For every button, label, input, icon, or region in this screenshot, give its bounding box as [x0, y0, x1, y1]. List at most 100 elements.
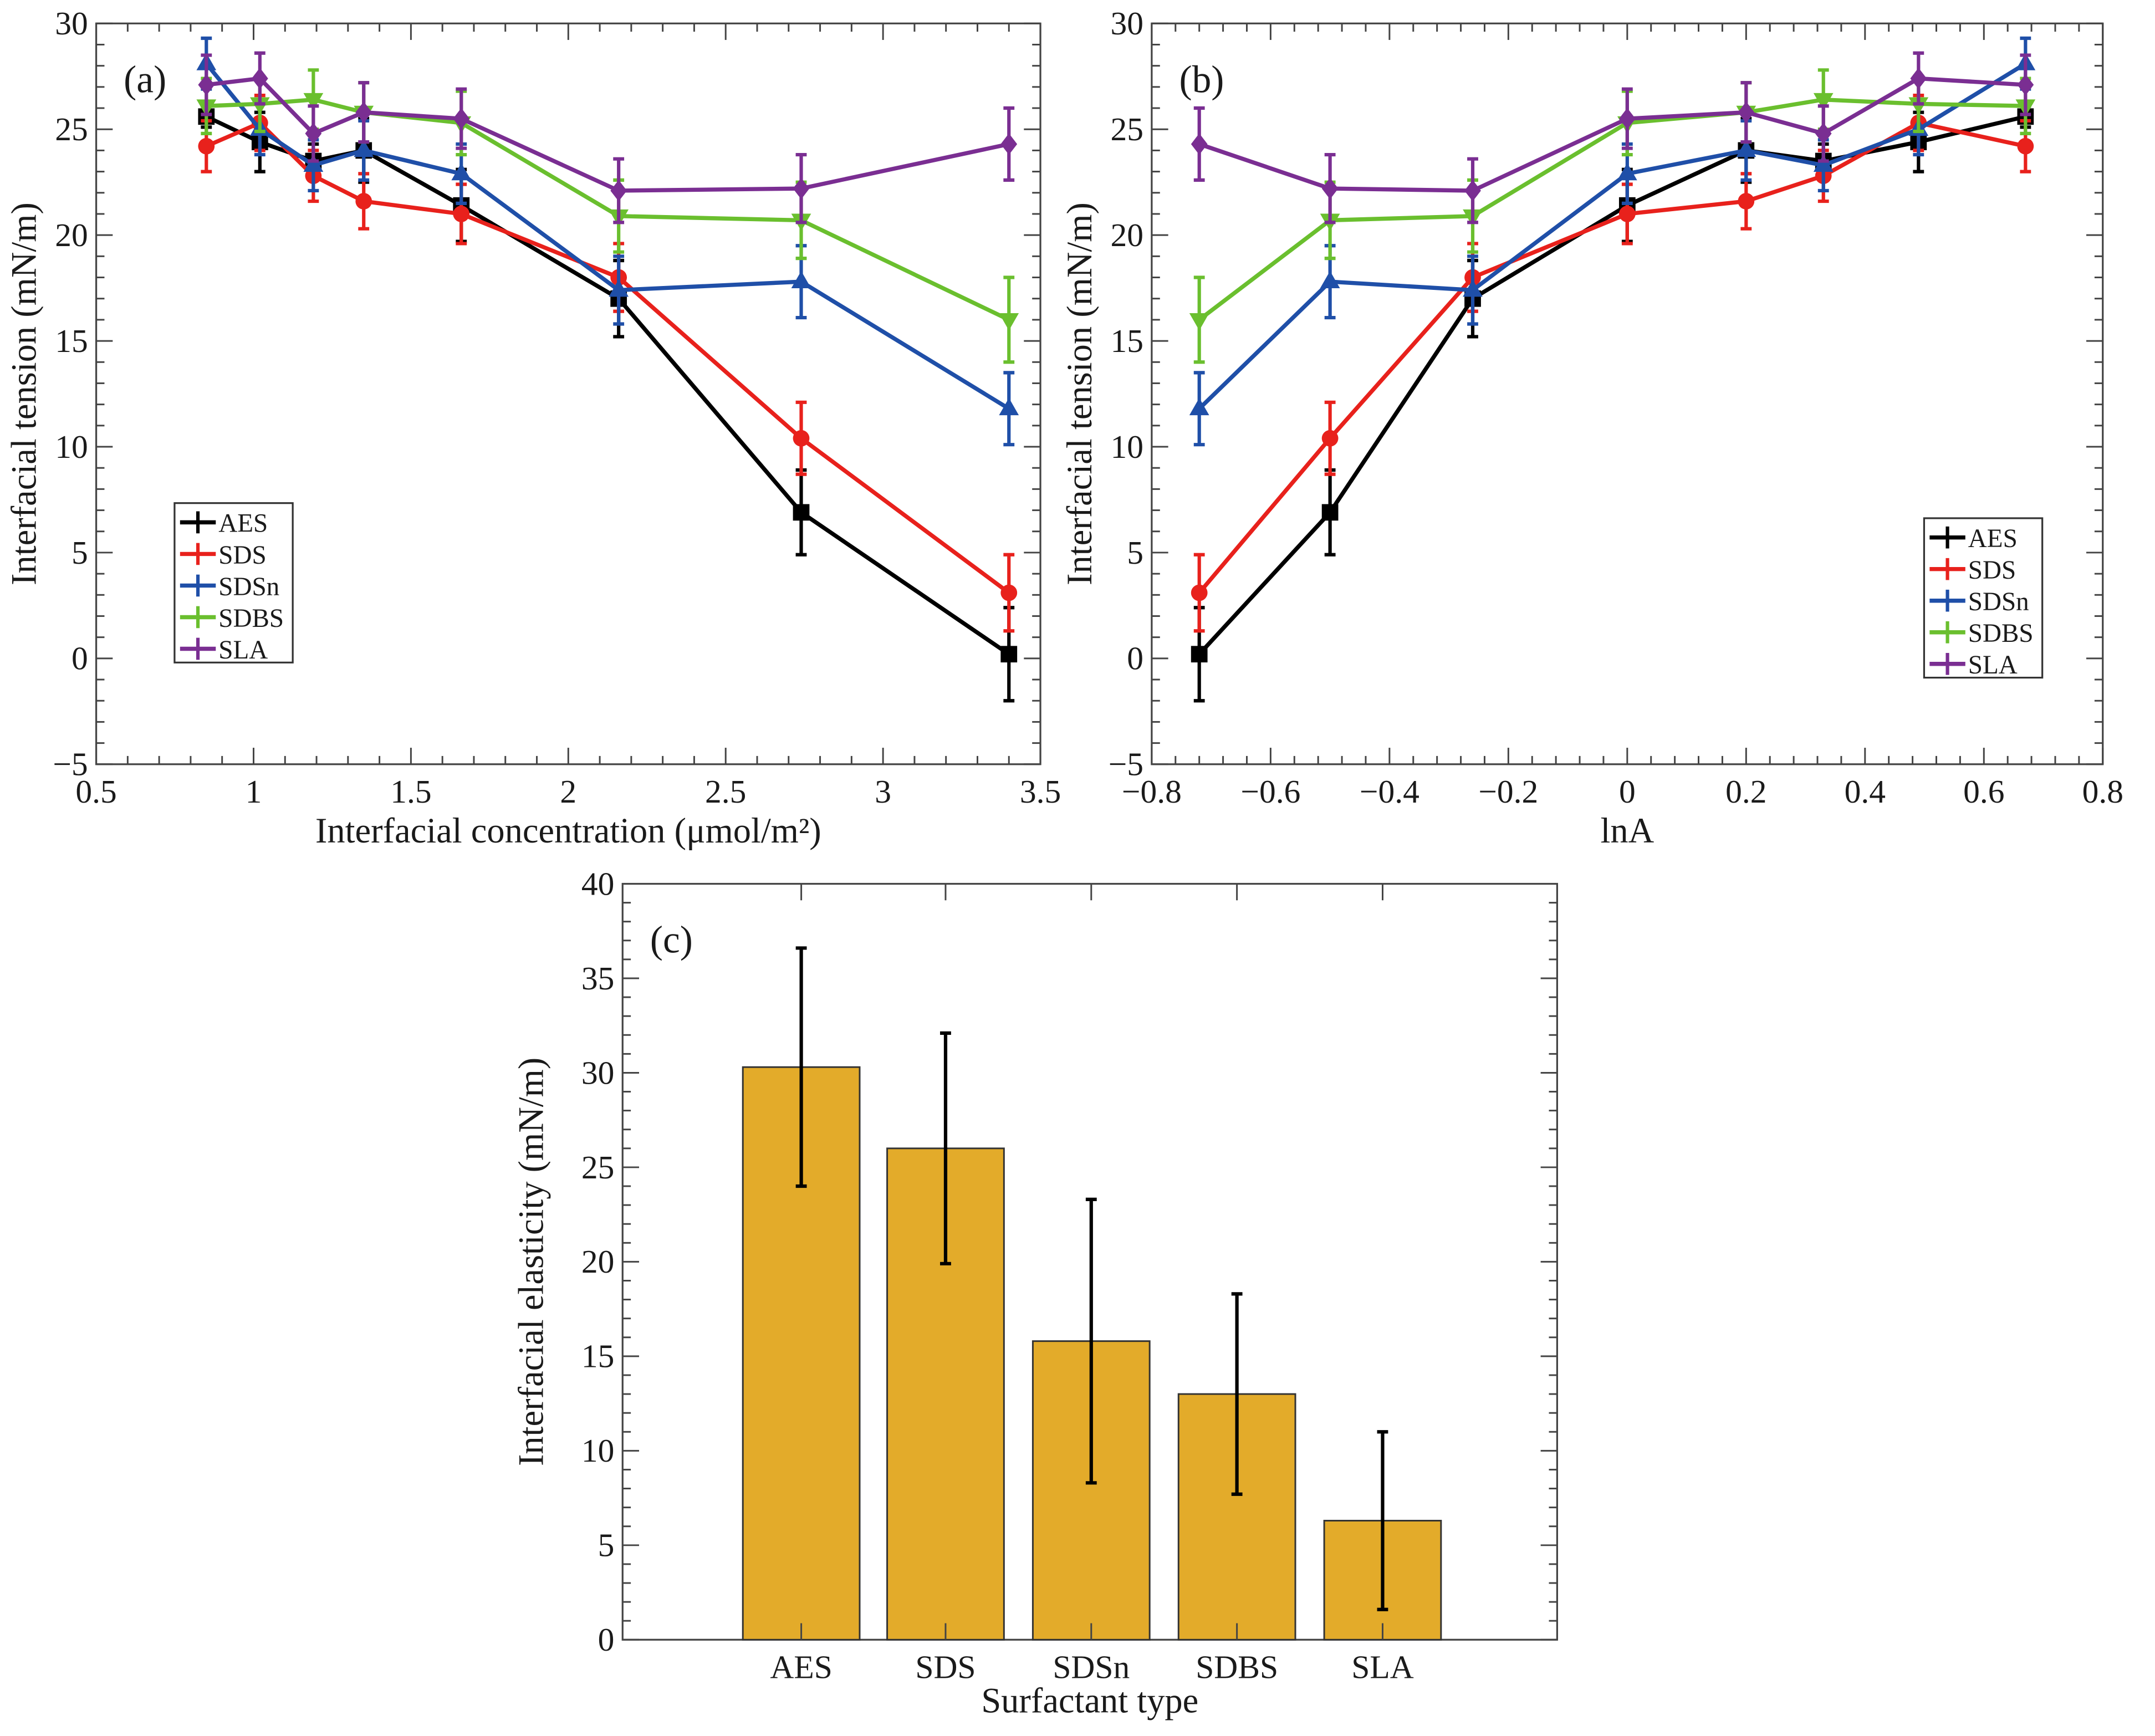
x-axis-label: lnA — [1600, 811, 1654, 850]
y-tick-label: 25 — [1111, 111, 1144, 147]
bar-group-sdsn — [1031, 1197, 1151, 1641]
marker-diamond — [355, 101, 372, 124]
marker-circle — [1191, 584, 1208, 601]
y-tick-label: −5 — [53, 746, 88, 783]
y-tick-label: 10 — [55, 428, 88, 465]
series-sds — [1191, 94, 2034, 633]
marker-diamond — [1321, 177, 1339, 200]
x-axis-label: Interfacial concentration (μmol/m²) — [315, 811, 821, 850]
legend-label: SDBS — [218, 604, 284, 633]
x-tick-label: AES — [770, 1649, 832, 1686]
legend-item-aes: AES — [1929, 524, 2018, 553]
x-tick-label: −0.8 — [1122, 773, 1182, 810]
y-tick-label: 30 — [55, 5, 88, 42]
x-tick-label: 0.4 — [1845, 773, 1886, 810]
marker-triangle-up — [451, 163, 472, 181]
x-tick-label: 3.5 — [1020, 773, 1061, 810]
legend-label: SLA — [1968, 651, 2018, 680]
marker-triangle-up — [354, 140, 374, 157]
series-sds — [198, 94, 1018, 633]
legend-item-sla: SLA — [180, 636, 268, 665]
marker-triangle-up — [1813, 154, 1834, 172]
marker-triangle-up — [1189, 397, 1209, 416]
series-aes — [1191, 104, 2034, 703]
y-tick-label: 0 — [598, 1621, 615, 1658]
marker-square — [1000, 646, 1018, 663]
bar-group-sds — [886, 1031, 1005, 1641]
marker-triangle-up — [999, 397, 1019, 416]
marker-circle — [1738, 193, 1755, 210]
x-tick-label: 1 — [246, 773, 262, 810]
marker-diamond — [1000, 133, 1018, 155]
marker-triangle-up — [303, 154, 324, 172]
series-line — [206, 76, 1010, 193]
panel-label: (b) — [1179, 58, 1224, 101]
x-tick-label: 3 — [875, 773, 891, 810]
y-tick-label: −5 — [1109, 746, 1143, 783]
marker-diamond — [1815, 122, 1832, 145]
y-tick-label: 15 — [55, 323, 88, 359]
marker-circle — [453, 206, 470, 222]
y-tick-label: 30 — [581, 1054, 615, 1091]
marker-triangle-up — [1320, 270, 1340, 289]
x-tick-label: SDS — [915, 1649, 976, 1686]
x-tick-label: 0.5 — [75, 773, 116, 810]
legend-label: AES — [218, 509, 268, 538]
legend-label: SDS — [218, 541, 266, 570]
series-line — [205, 120, 1010, 595]
marker-circle — [198, 137, 215, 155]
x-tick-label: −0.6 — [1240, 773, 1300, 810]
panel-a-tension-vs-concentration: −5 0 5 10 15 20 25 30 (a) Interfacial tension (mN… — [4, 5, 1061, 850]
y-tick-label: 20 — [55, 217, 88, 253]
marker-diamond — [251, 68, 268, 89]
marker-square — [793, 504, 810, 521]
marker-triangle-down — [249, 97, 270, 115]
y-tick-label: 25 — [55, 111, 88, 147]
legend-box — [173, 502, 294, 663]
marker-circle — [1321, 430, 1339, 447]
marker-diamond — [198, 74, 215, 96]
marker-triangle-down — [1189, 313, 1209, 331]
y-tick-label: 20 — [581, 1243, 615, 1280]
legend-box — [1923, 517, 2044, 679]
marker-diamond — [1738, 101, 1755, 124]
legend-label: SDBS — [1968, 619, 2034, 648]
marker-diamond — [793, 177, 810, 200]
x-tick-label: SDSn — [1053, 1649, 1130, 1686]
marker-triangle-down — [1908, 97, 1929, 115]
x-tick-label: 2 — [560, 773, 576, 810]
marker-diamond — [610, 180, 627, 202]
marker-circle — [2017, 137, 2034, 155]
legend-label: SLA — [218, 636, 268, 665]
marker-triangle-up — [791, 270, 811, 289]
y-tick-label: 25 — [581, 1149, 615, 1186]
series-sdsn — [1189, 36, 2036, 447]
x-tick-label: −0.4 — [1360, 773, 1419, 810]
x-tick-label: −0.2 — [1478, 773, 1538, 810]
y-tick-label: 10 — [1111, 428, 1144, 465]
series-line — [1197, 120, 2026, 594]
y-tick-label: 15 — [1111, 323, 1144, 359]
x-tick-label: 2.5 — [705, 773, 746, 810]
x-tick-label: SLA — [1351, 1649, 1413, 1686]
bar-group-sdbs — [1177, 1292, 1296, 1641]
panel-c-elasticity-bars: 0 5 10 15 20 25 30 35 40 (c) Interfacial elasticit… — [511, 865, 1558, 1720]
x-tick-label: 0 — [1619, 773, 1636, 810]
y-tick-label: 0 — [1127, 640, 1143, 677]
x-tick-label: 1.5 — [390, 773, 431, 810]
marker-diamond — [305, 122, 322, 145]
marker-diamond — [1910, 68, 1927, 89]
x-tick-label: SDBS — [1196, 1649, 1278, 1686]
marker-circle — [1000, 584, 1018, 601]
legend-item-sds: SDS — [180, 541, 267, 570]
series-aes — [198, 104, 1018, 703]
series-line — [1198, 62, 2027, 410]
series-sla — [1191, 51, 2034, 224]
series-line — [205, 114, 1010, 656]
legend-label: SDSn — [1968, 588, 2029, 616]
y-tick-label: 5 — [72, 534, 88, 571]
panel-label: (c) — [650, 918, 693, 961]
y-tick-label: 30 — [1111, 5, 1144, 42]
legend-item-sdbs: SDBS — [1929, 619, 2034, 648]
